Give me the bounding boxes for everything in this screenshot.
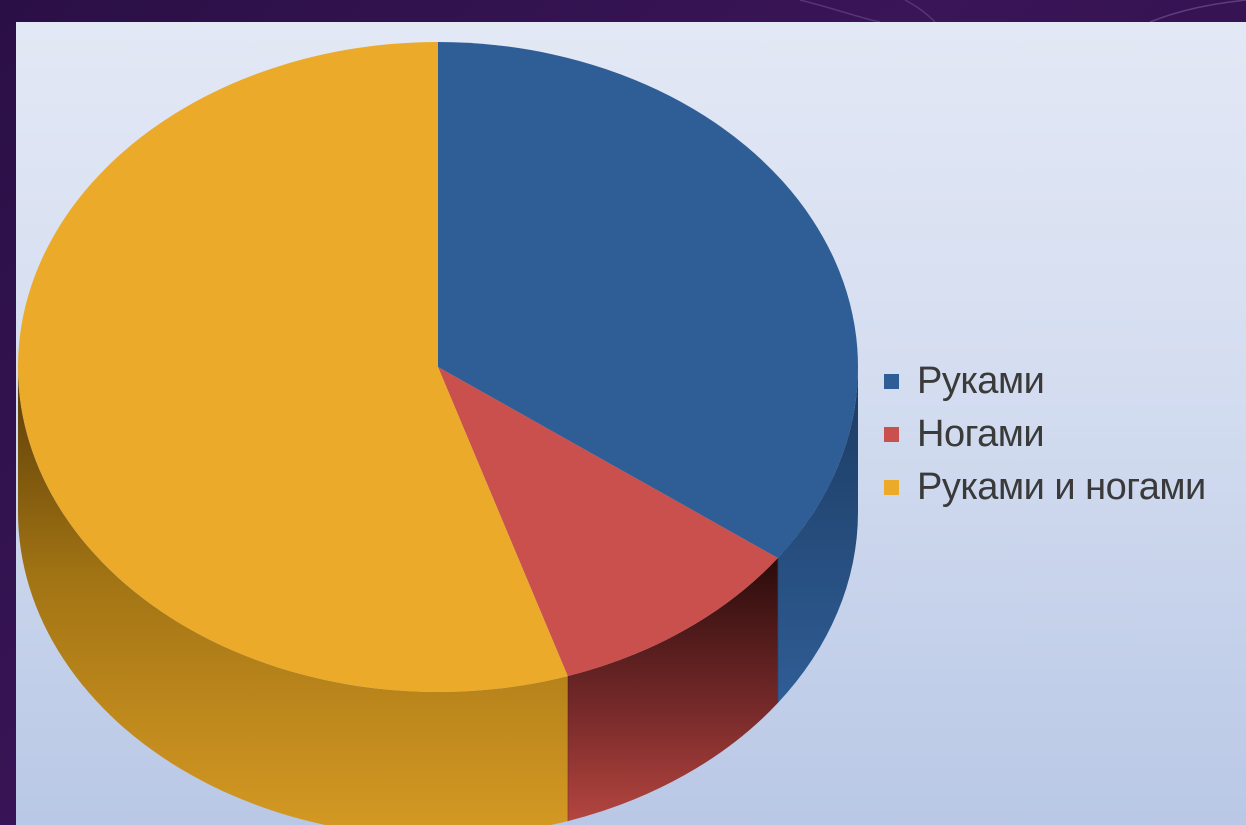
legend-swatch-icon [884,427,899,442]
legend-label: Руками и ногами [917,466,1206,508]
pie-slice-nogami [438,367,778,677]
legend-label: Ногами [917,413,1045,455]
pie-slice-rukami [438,42,858,559]
chart-legend: Руками Ногами Руками и ногами [884,355,1206,514]
pie-chart [17,42,858,825]
legend-item: Руками и ногами [884,461,1206,514]
legend-item: Ногами [884,408,1206,461]
pie-slice-side-rukami-i-nogami [18,367,568,825]
legend-item: Руками [884,355,1206,408]
legend-swatch-icon [884,374,899,389]
pie-slice-side-rukami [777,367,858,704]
pie-slice-rukami-i-nogami [17,42,568,692]
chart-panel: Руками Ногами Руками и ногами [16,22,1246,825]
legend-label: Руками [917,360,1045,402]
legend-swatch-icon [884,480,899,495]
pie-slice-side-nogami [567,558,778,822]
